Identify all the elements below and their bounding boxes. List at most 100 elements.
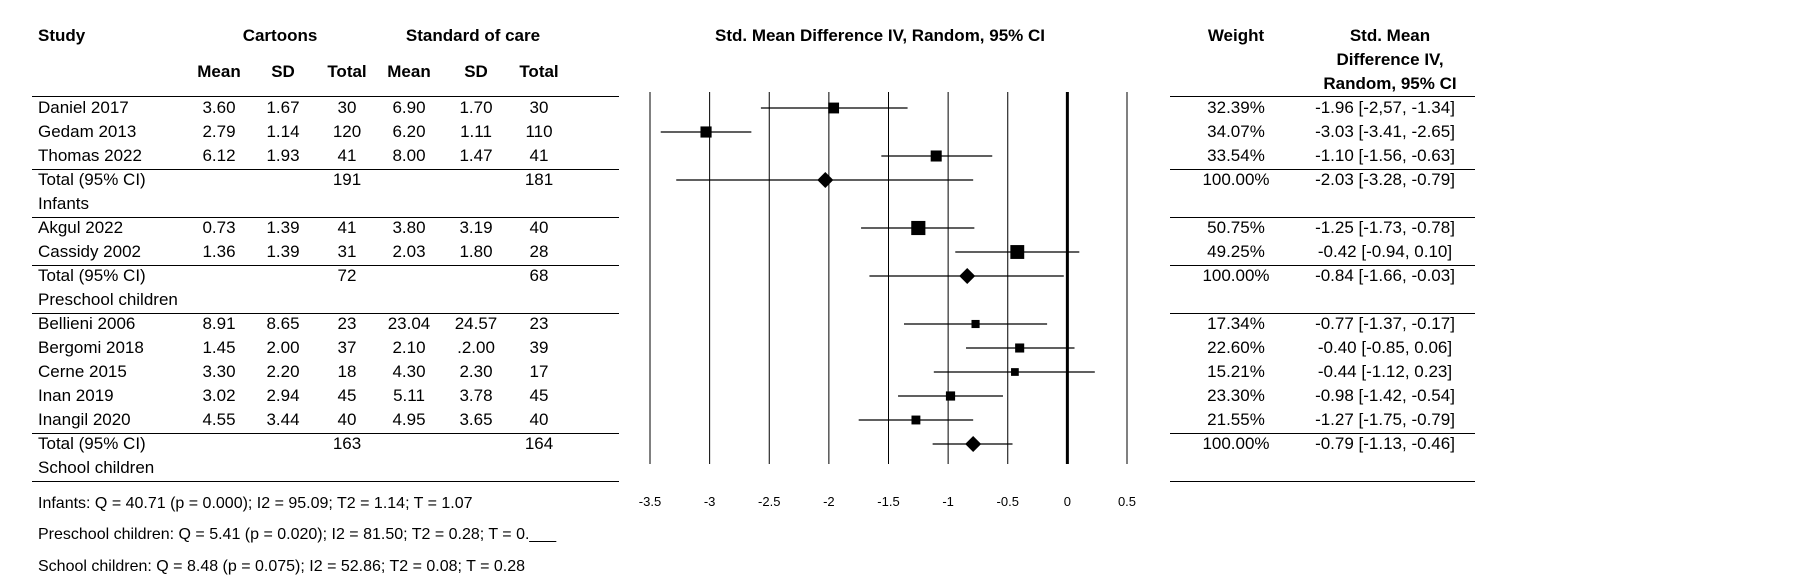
cell-mean-1: 0.73 — [202, 218, 236, 237]
cell-sd-2: 1.47 — [459, 146, 493, 165]
total-rule-left — [32, 265, 619, 266]
cell-sd-2: 24.57 — [454, 314, 498, 333]
cell-total-2: 28 — [529, 242, 549, 261]
cell-smd-ci: -1.25 [-1.73, -0.78] — [1315, 218, 1455, 237]
cell-total-2: 30 — [529, 98, 549, 117]
study-name: Gedam 2013 — [38, 122, 137, 141]
cell-smd-ci: -1.96 [-2,57, -1.34] — [1315, 98, 1455, 117]
cell-sd-1: 1.67 — [266, 98, 300, 117]
x-tick-label: -0.5 — [997, 494, 1019, 509]
cell-total-2: 23 — [529, 314, 549, 333]
pooled-estimate-diamond — [959, 268, 976, 284]
cell-weight: 17.34% — [1207, 314, 1265, 333]
subgroup-label: Infants — [38, 194, 90, 213]
cell-mean-2: 2.03 — [392, 242, 426, 261]
cell-mean-1: 3.30 — [202, 362, 236, 381]
header-smd-line3: Random, 95% CI — [1323, 74, 1457, 93]
header-plot-title: Std. Mean Difference IV, Random, 95% CI — [714, 26, 1045, 45]
cell-sd-1: 1.39 — [266, 218, 300, 237]
cell-total-2: 17 — [529, 362, 549, 381]
cell-total-2: 110 — [525, 122, 553, 141]
cell-mean-2: 3.80 — [392, 218, 426, 237]
x-tick-label: -1.5 — [877, 494, 899, 509]
header-group1: Cartoons — [242, 26, 318, 45]
cell-weight: 49.25% — [1207, 242, 1265, 261]
cell-total-1: 41 — [337, 218, 357, 237]
cell-sd-1: 2.20 — [266, 362, 300, 381]
cell-smd-ci: -2.03 [-3.28, -0.79] — [1315, 170, 1455, 189]
study-name: Inangil 2020 — [38, 410, 131, 429]
cell-weight: 34.07% — [1207, 122, 1265, 141]
cell-total-1: 30 — [337, 98, 357, 117]
study-name: Thomas 2022 — [38, 146, 142, 165]
cell-sd-1: 1.93 — [266, 146, 300, 165]
study-estimate-square — [971, 319, 980, 329]
total-label: Total (95% CI) — [38, 266, 146, 285]
cell-total-1: 45 — [337, 386, 357, 405]
study-estimate-square — [911, 220, 926, 236]
pooled-estimate-diamond — [817, 172, 834, 188]
cell-total-1: 72 — [337, 266, 357, 285]
cell-mean-1: 2.79 — [202, 122, 236, 141]
cell-mean-1: 1.36 — [202, 242, 236, 261]
cell-smd-ci: -0.79 [-1.13, -0.46] — [1315, 434, 1455, 453]
cell-mean-2: 6.90 — [392, 98, 426, 117]
group-rule-right — [1170, 481, 1475, 482]
cell-sd-2: 2.30 — [459, 362, 493, 381]
total-rule-left — [32, 169, 619, 170]
header-rule-right — [1170, 96, 1475, 97]
cell-total-1: 41 — [337, 146, 357, 165]
cell-mean-1: 6.12 — [202, 146, 236, 165]
x-tick-label: -2 — [823, 494, 835, 509]
study-name: Cassidy 2002 — [38, 242, 142, 261]
header-study: Study — [38, 26, 86, 45]
cell-sd-1: 1.39 — [266, 242, 300, 261]
cell-total-2: 40 — [529, 410, 549, 429]
header-rule-left — [32, 96, 619, 97]
heterogeneity-note: Infants: Q = 40.71 (p = 0.000); I2 = 95.… — [38, 495, 473, 512]
total-rule-right — [1170, 433, 1475, 434]
cell-weight: 33.54% — [1207, 146, 1265, 165]
cell-total-1: 31 — [337, 242, 357, 261]
header-smd-line2: Difference IV, — [1336, 50, 1444, 69]
study-estimate-square — [930, 150, 942, 162]
group-rule-right — [1170, 313, 1475, 314]
x-tick-label: 0 — [1064, 494, 1071, 509]
x-tick-label: -3 — [704, 494, 716, 509]
cell-sd-2: 3.19 — [459, 218, 493, 237]
study-estimate-square — [945, 391, 956, 401]
cell-total-2: 40 — [529, 218, 549, 237]
cell-mean-1: 8.91 — [202, 314, 236, 333]
study-estimate-square — [828, 102, 840, 114]
x-tick-label: -1 — [942, 494, 954, 509]
cell-total-1: 23 — [337, 314, 357, 333]
cell-mean-2: 2.10 — [392, 338, 426, 357]
total-label: Total (95% CI) — [38, 434, 146, 453]
cell-smd-ci: -0.42 [-0.94, 0.10] — [1317, 242, 1453, 261]
cell-total-1: 18 — [337, 362, 357, 381]
cell-mean-2: 23.04 — [387, 314, 431, 333]
group-rule-left — [32, 481, 619, 482]
cell-weight: 21.55% — [1207, 410, 1265, 429]
cell-total-2: 181 — [524, 170, 554, 189]
cell-weight: 50.75% — [1207, 218, 1265, 237]
cell-total-1: 120 — [332, 122, 362, 141]
cell-total-1: 37 — [337, 338, 357, 357]
group-rule-right — [1170, 217, 1475, 218]
study-name: Akgul 2022 — [38, 218, 124, 237]
header-smd-line1: Std. Mean — [1349, 26, 1431, 45]
study-estimate-square — [1011, 368, 1019, 376]
cell-total-2: 39 — [529, 338, 549, 357]
study-estimate-square — [911, 415, 921, 425]
header-total-2: Total — [519, 62, 559, 81]
cell-sd-2: 3.78 — [459, 386, 493, 405]
x-tick-label: -2.5 — [758, 494, 780, 509]
study-name: Bellieni 2006 — [38, 314, 136, 333]
header-total-1: Total — [327, 62, 367, 81]
study-name: Inan 2019 — [38, 386, 114, 405]
header-group2: Standard of care — [405, 26, 541, 45]
cell-mean-1: 3.60 — [202, 98, 236, 117]
cell-mean-2: 4.30 — [392, 362, 426, 381]
cell-total-1: 40 — [337, 410, 357, 429]
